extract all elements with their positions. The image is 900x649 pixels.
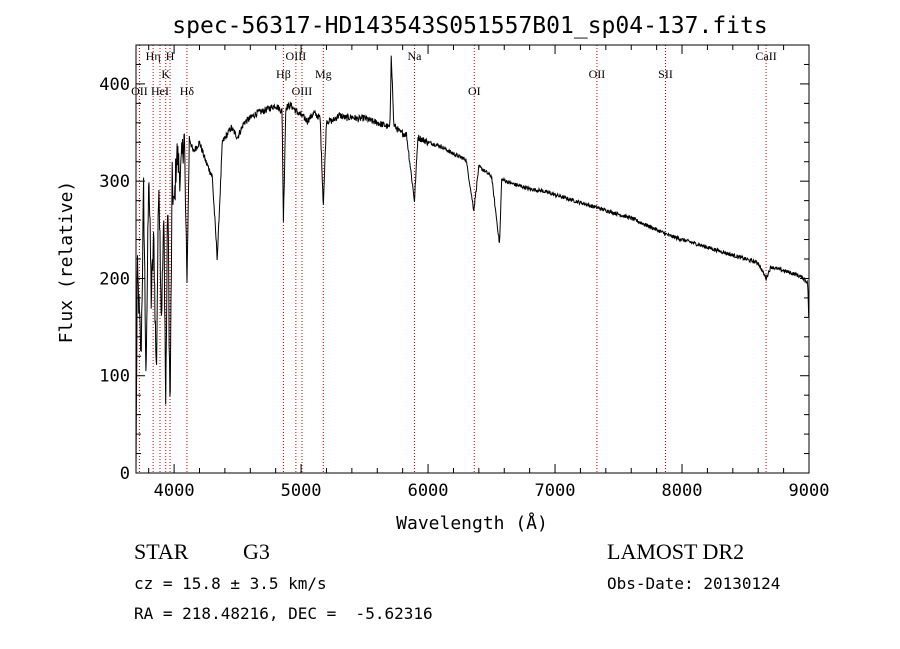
spectral-line-label: Hδ [180,84,195,98]
x-tick-label: 4000 [154,481,195,501]
spectrum-line [135,55,810,474]
chart-title: spec-56317-HD143543S051557B01_sp04-137.f… [172,13,767,39]
spectral-line-label: OI [468,84,481,98]
y-axis: 0 100 200 300 400 [99,44,809,484]
spectral-line-label: SII [658,67,673,81]
x-tick-label: 7000 [535,481,576,501]
spectral-line-label: CaII [755,49,776,63]
y-tick-label: 0 [120,464,130,484]
spectral-line-label: HeI [151,84,169,98]
spectral-line-label: K [161,67,170,81]
object-subclass: G3 [243,539,270,564]
x-axis-label: Wavelength (Å) [396,512,548,534]
object-class: STAR [134,539,189,564]
y-axis-label: Flux (relative) [56,181,77,344]
sky-coordinates: RA = 218.48216, DEC = -5.62316 [134,604,433,623]
x-tick-label: 6000 [408,481,449,501]
y-tick-label: 300 [99,172,130,192]
spectral-line-label: Na [407,49,422,63]
spectral-line-label: OIII [286,49,307,63]
y-tick-label: 400 [99,75,130,95]
spectral-line-label: Hη [146,49,161,63]
spectral-line-label: OII [131,84,148,98]
spectral-line-label: OII [589,67,606,81]
survey-name: LAMOST DR2 [607,539,745,564]
observation-date: Obs-Date: 20130124 [607,574,781,593]
spectral-line-label: H [166,49,175,63]
x-tick-label: 5000 [281,481,322,501]
plot-frame [135,44,810,474]
y-tick-label: 200 [99,269,130,289]
redshift-value: cz = 15.8 ± 3.5 km/s [134,574,327,593]
spectral-line-label: Mg [315,67,332,81]
spectral-line-label: OIII [292,84,313,98]
y-tick-label: 100 [99,367,130,387]
x-tick-label: 9000 [789,481,830,501]
x-axis: 4000 5000 6000 7000 8000 9000 [148,45,830,501]
x-tick-label: 8000 [662,481,703,501]
spectral-line-label: Hβ [276,67,291,81]
